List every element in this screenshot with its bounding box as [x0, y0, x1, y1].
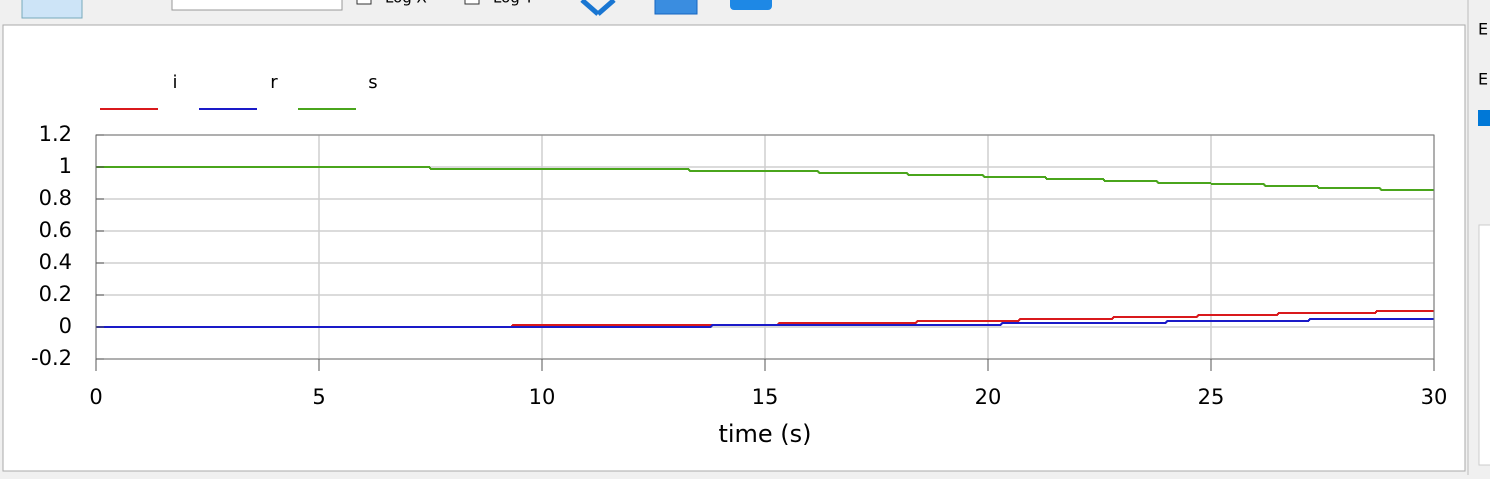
y-tick-label: 0 [59, 314, 72, 338]
y-tick-label: 0.6 [39, 218, 72, 242]
x-axis-label: time (s) [718, 420, 811, 448]
text-input[interactable] [171, 0, 343, 11]
series-lines [96, 166, 1434, 328]
side-label: E [1478, 20, 1488, 39]
y-tick-label: 0.4 [39, 250, 72, 274]
y-tick-label: 0.8 [39, 186, 72, 210]
legend-label: r [270, 72, 278, 93]
tool-icon[interactable] [654, 0, 698, 15]
checkbox[interactable] [464, 0, 480, 5]
x-tick-label: 5 [312, 385, 325, 409]
legend-label: i [172, 72, 177, 93]
x-tick-label: 25 [1198, 385, 1225, 409]
x-tick-label: 0 [89, 385, 102, 409]
y-tick-label: -0.2 [31, 346, 72, 370]
checkbox-label: Log Y [493, 0, 535, 7]
side-box [1478, 224, 1490, 466]
tool-icon[interactable] [730, 0, 772, 10]
y-tick-label: 1.2 [39, 122, 72, 146]
checkbox-label: Log X [385, 0, 427, 7]
y-tick-label: 0.2 [39, 282, 72, 306]
tool-button[interactable] [21, 0, 83, 19]
side-indicator [1478, 110, 1490, 126]
x-tick-label: 20 [975, 385, 1002, 409]
checkbox[interactable] [356, 0, 372, 5]
side-label: E [1478, 70, 1488, 89]
x-tick-label: 10 [529, 385, 556, 409]
x-tick-label: 15 [752, 385, 779, 409]
tool-icon[interactable] [580, 0, 616, 16]
x-tick-label: 30 [1421, 385, 1448, 409]
y-tick-label: 1 [59, 154, 72, 178]
legend-label: s [368, 72, 377, 93]
